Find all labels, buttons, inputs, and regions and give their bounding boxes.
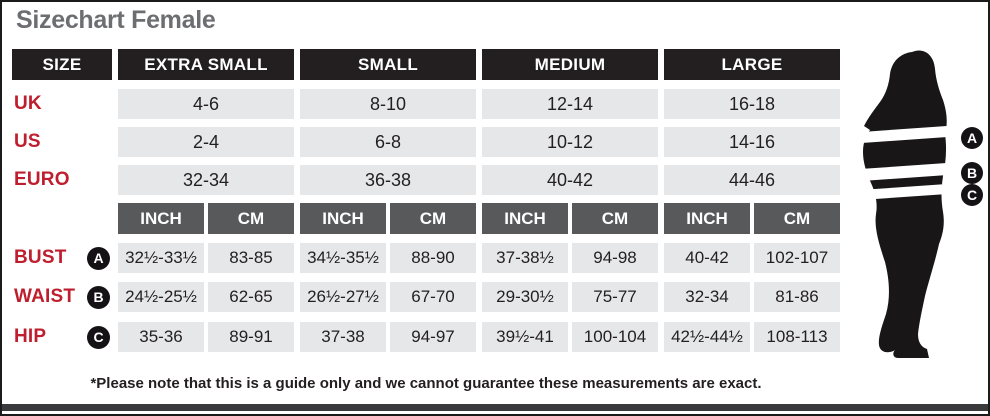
col-header-extra-small: EXTRA SMALL [118,49,294,80]
bust-cut-line [853,125,957,144]
cell-euro-l: 44-46 [664,165,840,195]
col-header-small: SMALL [300,49,476,80]
sizechart-table: SIZE EXTRA SMALL SMALL MEDIUM LARGE UK 4… [12,49,840,352]
cell-hip-m-cm: 100-104 [572,322,658,352]
table-row-uk: UK 4-6 8-10 12-14 16-18 [12,89,840,119]
table-row-bust: BUST A 32½-33½ 83-85 34½-35½ 88-90 37-38… [12,243,840,273]
figure-marker-b: B [961,162,983,184]
cell-bust-m-inch: 37-38½ [482,243,568,273]
marker-a-letter: A [967,130,977,146]
silhouette-body [863,50,947,358]
units-row-spacer [12,203,112,234]
page-title: Sizechart Female [16,6,216,34]
female-silhouette-icon: A B C [853,50,983,358]
size-header-cell: SIZE [12,49,112,80]
row-label-euro: EURO [14,169,70,190]
cell-us-s: 6-8 [300,127,476,157]
table-row-euro: EURO 32-34 36-38 40-42 44-46 [12,165,840,195]
cell-hip-l-cm: 108-113 [754,322,840,352]
row-label-hip: HIP [14,326,47,347]
marker-c-badge: C [87,325,110,349]
cell-euro-xs: 32-34 [118,165,294,195]
unit-header-cm-l: CM [754,203,840,234]
unit-header-inch-m: INCH [482,203,568,234]
cell-euro-m: 40-42 [482,165,658,195]
cell-waist-s-cm: 67-70 [390,282,476,312]
marker-c-circle [961,184,983,206]
marker-b-letter: B [967,165,977,181]
cell-hip-m-inch: 39½-41 [482,322,568,352]
cell-bust-s-inch: 34½-35½ [300,243,386,273]
cell-us-l: 14-16 [664,127,840,157]
unit-header-cm-m: CM [572,203,658,234]
row-label-us: US [14,131,41,152]
col-header-large: LARGE [664,49,840,80]
table-row-us: US 2-4 6-8 10-12 14-16 [12,127,840,157]
hip-cut-line [863,183,961,200]
cell-waist-l-cm: 81-86 [754,282,840,312]
cell-us-m: 10-12 [482,127,658,157]
cell-uk-m: 12-14 [482,89,658,119]
row-label-waist: WAIST [14,286,76,307]
table-row-waist: WAIST B 24½-25½ 62-65 26½-27½ 67-70 29-3… [12,282,840,312]
cell-us-xs: 2-4 [118,127,294,157]
cell-uk-xs: 4-6 [118,89,294,119]
waist-cut-line [857,162,959,182]
unit-header-inch-l: INCH [664,203,750,234]
cell-bust-m-cm: 94-98 [572,243,658,273]
marker-a-badge: A [87,246,110,270]
unit-header-cm-xs: CM [208,203,294,234]
marker-a-circle [961,127,983,149]
cell-euro-s: 36-38 [300,165,476,195]
cell-bust-xs-cm: 83-85 [208,243,294,273]
unit-header-inch-xs: INCH [118,203,204,234]
cell-bust-s-cm: 88-90 [390,243,476,273]
table-row-hip: HIP C 35-36 89-91 37-38 94-97 39½-41 100… [12,322,840,352]
cell-bust-xs-inch: 32½-33½ [118,243,204,273]
female-silhouette-figure: A B C [853,30,988,390]
units-header-row: INCH CM INCH CM INCH CM INCH CM [12,203,840,234]
row-label-uk: UK [14,93,42,114]
figure-marker-c: C [961,184,983,206]
col-header-medium: MEDIUM [482,49,658,80]
bottom-divider-bar [2,404,988,411]
cell-hip-s-inch: 37-38 [300,322,386,352]
marker-b-circle [961,162,983,184]
cell-waist-m-inch: 29-30½ [482,282,568,312]
cell-hip-s-cm: 94-97 [390,322,476,352]
cell-waist-s-inch: 26½-27½ [300,282,386,312]
cell-bust-l-cm: 102-107 [754,243,840,273]
cell-bust-l-inch: 40-42 [664,243,750,273]
cell-hip-xs-cm: 89-91 [208,322,294,352]
cell-hip-xs-inch: 35-36 [118,322,204,352]
row-label-bust: BUST [14,247,67,268]
cell-waist-m-cm: 75-77 [572,282,658,312]
size-header-row: SIZE EXTRA SMALL SMALL MEDIUM LARGE [12,49,840,80]
cell-waist-xs-cm: 62-65 [208,282,294,312]
marker-c-letter: C [967,187,977,203]
cell-hip-l-inch: 42½-44½ [664,322,750,352]
cell-uk-s: 8-10 [300,89,476,119]
disclaimer-note: *Please note that this is a guide only a… [90,375,762,392]
unit-header-cm-s: CM [390,203,476,234]
cell-uk-l: 16-18 [664,89,840,119]
figure-marker-a: A [961,127,983,149]
cell-waist-xs-inch: 24½-25½ [118,282,204,312]
marker-b-badge: B [87,285,110,309]
unit-header-inch-s: INCH [300,203,386,234]
cell-waist-l-inch: 32-34 [664,282,750,312]
